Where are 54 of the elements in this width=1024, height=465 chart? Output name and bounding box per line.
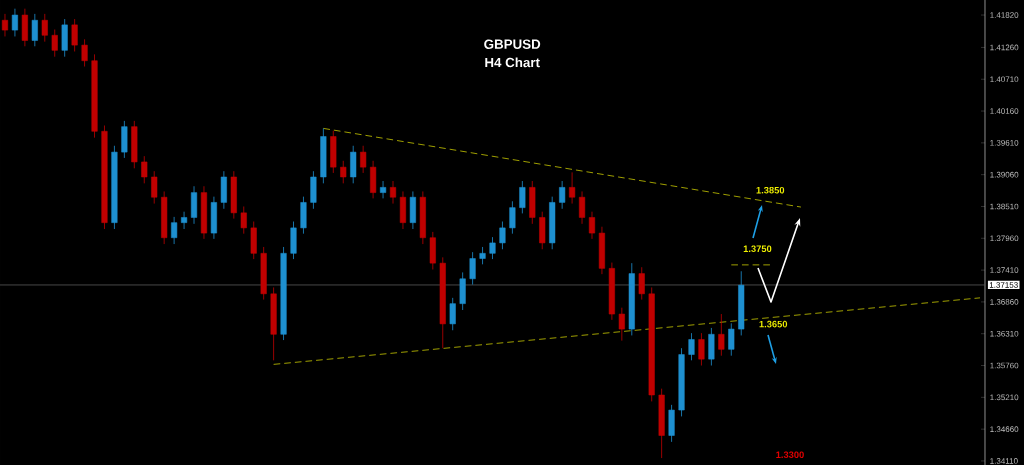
candlestick [698, 332, 705, 366]
candlestick [71, 18, 78, 52]
y-tick-label: 1.35210 [990, 394, 1019, 401]
y-tick-label: 1.41820 [990, 12, 1019, 18]
y-tick-label: 1.39060 [990, 171, 1019, 178]
candlestick [41, 13, 48, 43]
annotation: 1.3750 [743, 245, 772, 253]
candlestick [559, 180, 566, 210]
candlestick [499, 221, 506, 250]
y-tick-label: 1.40160 [990, 108, 1019, 114]
candlestick [449, 297, 456, 331]
candlestick [171, 216, 178, 245]
candlestick [360, 145, 367, 174]
y-tick-label: 1.40710 [990, 76, 1019, 83]
candlestick [1, 13, 9, 37]
candlestick [181, 211, 188, 230]
candlestick [380, 180, 387, 199]
y-tick-label: 1.36860 [990, 299, 1019, 305]
candlestick [489, 236, 496, 260]
candlestick [340, 160, 347, 184]
annotation: 1.3650 [759, 320, 788, 328]
candlestick [588, 211, 596, 240]
candlestick [151, 170, 158, 204]
annotation: 1.3300 [776, 451, 804, 459]
annotation: 1.3850 [756, 186, 785, 194]
candlestick [509, 200, 516, 235]
candlestick [618, 307, 625, 342]
y-tick-label: 1.34110 [990, 458, 1018, 464]
y-tick-label: 1.36310 [990, 330, 1019, 337]
candlestick [578, 191, 586, 225]
text: H4 Chart [485, 57, 540, 68]
y-tick-label: 1.41260 [990, 44, 1019, 51]
candlestick [569, 171, 576, 204]
candlestick [389, 180, 397, 204]
ref-line-label: 1.37153 [989, 282, 1018, 288]
candlestick [141, 155, 148, 184]
candlestick [728, 322, 735, 357]
candlestick [718, 313, 725, 357]
candlestick [469, 251, 476, 285]
y-tick-label: 1.35760 [990, 362, 1019, 369]
y-tick-label: 1.39610 [990, 140, 1019, 146]
candlestick [688, 332, 695, 361]
y-tick-label: 1.34660 [990, 426, 1019, 432]
candlestick [240, 206, 247, 235]
text: GBPUSD [484, 39, 541, 49]
candlestick [31, 13, 38, 47]
candlestick [81, 38, 88, 67]
y-tick-label: 1.37960 [990, 235, 1019, 242]
candlestick [638, 266, 645, 300]
candlestick [519, 180, 526, 214]
candlestick [11, 8, 18, 37]
y-tick-label: 1.37410 [990, 267, 1019, 273]
candlestick [51, 29, 58, 58]
y-tick-label: 1.38510 [990, 203, 1019, 210]
